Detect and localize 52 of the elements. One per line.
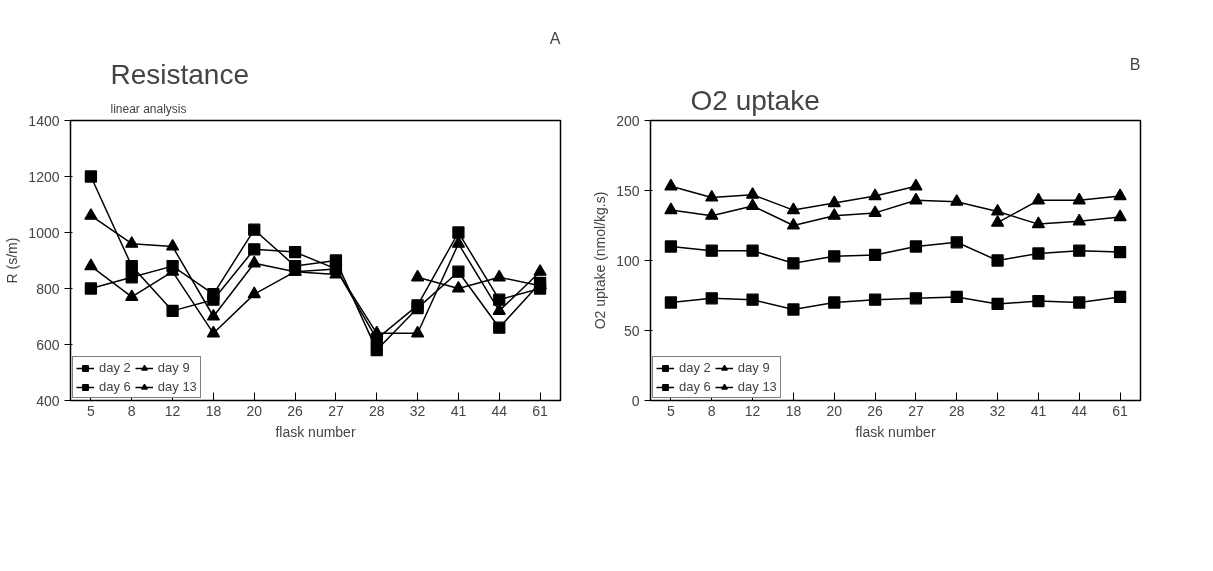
x-axis-title: flask number bbox=[855, 423, 936, 440]
legend-label: day 13 bbox=[737, 379, 777, 394]
y-tick-label: 50 bbox=[623, 322, 640, 339]
y-tick-label: 100 bbox=[616, 252, 640, 269]
x-tick-label: 5 bbox=[87, 402, 96, 419]
y-axis-title: R (s/m) bbox=[4, 237, 21, 284]
x-tick-label: 32 bbox=[989, 402, 1006, 419]
y-tick-label: 600 bbox=[36, 336, 60, 353]
y-tick-label: 800 bbox=[36, 280, 60, 297]
x-tick-label: 61 bbox=[532, 402, 549, 419]
legend-label: day 6 bbox=[99, 379, 131, 394]
chart-title: O2 uptake bbox=[690, 84, 820, 116]
y-tick-label: 0 bbox=[631, 392, 640, 409]
y-tick-label: 1200 bbox=[28, 168, 60, 185]
legend-label: day 13 bbox=[157, 379, 197, 394]
x-tick-label: 28 bbox=[948, 402, 965, 419]
x-tick-label: 20 bbox=[826, 402, 843, 419]
y-axis-title: O2 uptake (nmol/kg.s) bbox=[592, 191, 609, 330]
y-tick-label: 400 bbox=[36, 392, 60, 409]
x-tick-label: 27 bbox=[908, 402, 924, 419]
y-tick-label: 1400 bbox=[28, 112, 60, 129]
text: A bbox=[549, 29, 561, 47]
legend-label: day 9 bbox=[157, 360, 190, 375]
y-tick-label: 200 bbox=[616, 112, 640, 129]
x-tick-label: 20 bbox=[246, 402, 263, 419]
legend-label: day 2 bbox=[99, 360, 131, 375]
legend-label: day 9 bbox=[737, 360, 770, 375]
legend-label: day 6 bbox=[679, 379, 711, 394]
x-tick-label: 18 bbox=[205, 402, 222, 419]
x-tick-label: 8 bbox=[707, 402, 716, 419]
x-tick-label: 18 bbox=[785, 402, 802, 419]
x-tick-label: 26 bbox=[287, 402, 304, 419]
chart-subtitle: linear analysis bbox=[110, 101, 187, 116]
x-tick-label: 26 bbox=[867, 402, 884, 419]
x-tick-label: 12 bbox=[744, 402, 761, 419]
legend-label: day 2 bbox=[679, 360, 711, 375]
x-tick-label: 12 bbox=[164, 402, 181, 419]
x-tick-label: 44 bbox=[491, 402, 508, 419]
x-tick-label: 32 bbox=[409, 402, 426, 419]
chart-title: Resistance bbox=[110, 58, 250, 90]
x-tick-label: 61 bbox=[1112, 402, 1129, 419]
x-tick-label: 28 bbox=[368, 402, 385, 419]
x-tick-label: 41 bbox=[1030, 402, 1047, 419]
text: B bbox=[1129, 55, 1141, 73]
x-tick-label: 8 bbox=[127, 402, 136, 419]
x-tick-label: 5 bbox=[667, 402, 676, 419]
y-tick-label: 150 bbox=[616, 182, 640, 199]
x-tick-label: 27 bbox=[328, 402, 344, 419]
x-tick-label: 41 bbox=[450, 402, 467, 419]
x-tick-label: 44 bbox=[1071, 402, 1088, 419]
y-tick-label: 1000 bbox=[28, 224, 60, 241]
x-axis-title: flask number bbox=[275, 423, 356, 440]
